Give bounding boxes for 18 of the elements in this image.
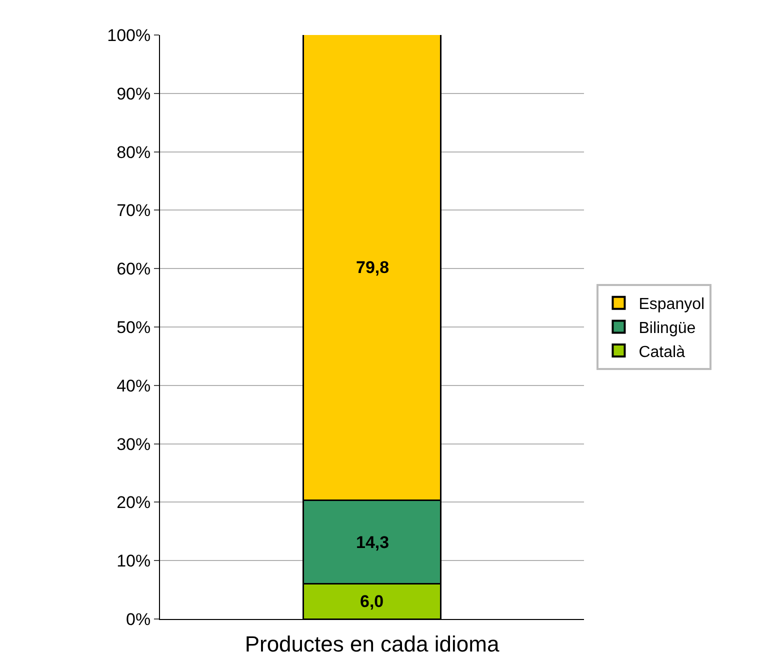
y-tick-label: 90% — [116, 84, 151, 104]
legend-label: Bilingüe — [638, 320, 696, 337]
y-tick-label: 0% — [126, 610, 151, 629]
y-tick-label: 60% — [116, 260, 151, 279]
legend-label: Català — [638, 344, 686, 361]
y-tick-label: 10% — [116, 552, 151, 571]
data-label: 6,0 — [360, 592, 384, 611]
y-tick-label: 50% — [116, 318, 151, 337]
y-tick-label: 30% — [116, 434, 151, 454]
y-tick-label: 40% — [116, 376, 151, 396]
y-tick-label: 20% — [116, 493, 151, 512]
legend-label: Espanyol — [638, 296, 705, 314]
data-label: 14,3 — [356, 533, 390, 552]
x-axis-title: Productes en cada idioma — [244, 631, 500, 656]
y-tick-label: 100% — [107, 26, 151, 45]
y-tick-label: 80% — [116, 142, 151, 162]
data-label: 79,8 — [356, 258, 390, 277]
y-tick-label: 70% — [116, 201, 151, 220]
